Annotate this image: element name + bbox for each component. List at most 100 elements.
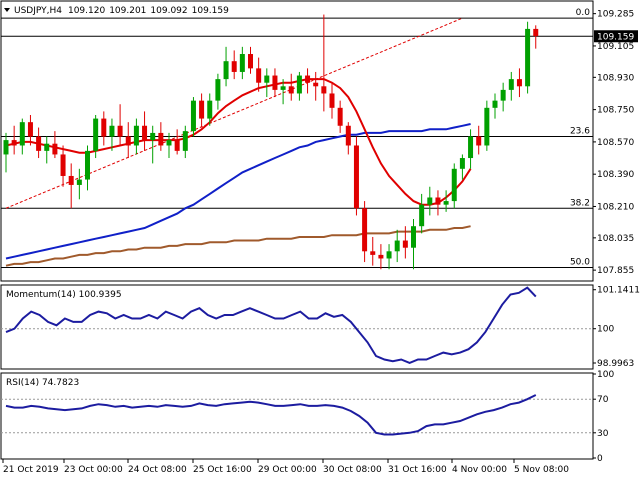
- bull-candle: [419, 193, 425, 234]
- bear-candle: [345, 122, 351, 155]
- candle-body: [11, 140, 17, 146]
- fibonacci-levels: 0.0 23.6 38.2 50.0: [1, 8, 593, 268]
- bear-candle: [329, 82, 335, 119]
- fib-level-label: 50.0: [570, 257, 590, 267]
- candle-body: [248, 54, 253, 69]
- candle-body: [117, 125, 123, 137]
- bull-candle: [239, 46, 245, 80]
- momentum-panel-frame: [0, 284, 594, 370]
- candle-body: [158, 132, 164, 146]
- bear-candle: [321, 14, 327, 112]
- rsi-panel: 100 70 30 0 RSI(14) 74.7823: [0, 370, 614, 464]
- candle-body: [378, 254, 384, 259]
- rsi-tick-label: 0: [597, 454, 603, 464]
- price-tick-label: 109.105: [597, 42, 634, 52]
- rsi-tick-label: 100: [597, 370, 614, 380]
- candle-body: [337, 107, 343, 126]
- price-tick-label: 108.930: [597, 73, 634, 83]
- fib-level-label: 0.0: [576, 8, 591, 18]
- rsi-axis: 100 70 30 0: [593, 370, 614, 464]
- rsi-tick-label: 70: [597, 395, 609, 405]
- bear-candle: [248, 46, 253, 74]
- rsi-line: [5, 394, 537, 436]
- bear-candle: [52, 131, 58, 159]
- candle-body: [411, 226, 416, 248]
- bull-candle: [468, 129, 474, 169]
- candle-body: [476, 136, 482, 146]
- bull-candle: [525, 21, 531, 94]
- candle-body: [60, 154, 66, 176]
- candle-body: [516, 79, 522, 87]
- momentum-series: [5, 286, 537, 364]
- fib-trendline: [5, 17, 463, 209]
- bear-candle: [125, 122, 131, 159]
- candle-body: [19, 122, 25, 146]
- candle-body: [190, 100, 196, 132]
- price-tick-label: 108.210: [597, 202, 634, 212]
- bear-candle: [199, 93, 205, 128]
- price-tick-label: 108.035: [597, 234, 634, 244]
- bull-candle: [411, 219, 416, 270]
- bull-candle: [44, 136, 50, 164]
- trendline: [5, 17, 463, 209]
- momentum-line: [5, 286, 537, 364]
- candle-body: [174, 140, 180, 151]
- candle-body: [272, 75, 278, 90]
- time-tick-label: 30 Oct 08:00: [323, 465, 382, 475]
- price-tick-label: 108.750: [597, 106, 634, 116]
- bear-candle: [516, 68, 522, 98]
- candle-body: [264, 75, 270, 83]
- time-tick-label: 4 Nov 00:00: [452, 465, 507, 475]
- current-price-label: 109.159: [597, 32, 634, 42]
- bull-candle: [386, 244, 392, 270]
- time-tick-label: 31 Oct 16:00: [388, 465, 447, 475]
- collapse-arrow-icon[interactable]: [4, 8, 10, 12]
- bull-candle: [492, 93, 498, 119]
- momentum-axis: 101.1411 100 98.9963: [593, 286, 640, 369]
- candle-body: [435, 197, 441, 205]
- momentum-tick-label: 101.1411: [597, 286, 640, 296]
- fib-level-label: 23.6: [570, 127, 590, 137]
- bear-candle: [174, 129, 180, 155]
- candle-body: [508, 79, 514, 90]
- candle-body: [451, 168, 457, 202]
- bull-candle: [3, 132, 9, 173]
- candle-body: [443, 201, 449, 205]
- bull-candle: [76, 168, 82, 200]
- fib-level-label: 38.2: [570, 198, 590, 208]
- bear-candle: [435, 190, 441, 216]
- price-header: USDJPY,H4 109.120 109.201 109.092 109.159: [4, 6, 229, 16]
- moving-averages: [5, 78, 472, 267]
- candle-body: [313, 82, 319, 87]
- rsi-tick-label: 30: [597, 429, 609, 439]
- time-tick-label: 24 Oct 08:00: [128, 465, 187, 475]
- bull-candle: [500, 82, 506, 112]
- time-tick-label: 5 Nov 08:00: [514, 465, 569, 475]
- time-tick-label: 23 Oct 00:00: [64, 465, 123, 475]
- candle-body: [150, 132, 156, 141]
- candle-body: [101, 118, 107, 137]
- bear-candle: [158, 122, 164, 151]
- momentum-panel: 101.1411 100 98.9963 Momentum(14) 100.9395: [0, 284, 640, 370]
- candle-body: [321, 86, 327, 94]
- bear-candle: [533, 25, 539, 49]
- bear-candle: [231, 50, 237, 80]
- bear-candle: [142, 111, 148, 151]
- time-tick-label: 29 Oct 00:00: [258, 465, 317, 475]
- ma-slow-line: [5, 225, 471, 267]
- bull-candle: [280, 79, 286, 105]
- candle-body: [386, 251, 392, 259]
- candle-body: [492, 100, 498, 108]
- bull-candle: [508, 71, 514, 101]
- candle-body: [345, 125, 351, 146]
- bull-candle: [133, 118, 139, 155]
- candle-body: [76, 179, 82, 185]
- symbol-header: USDJPY,H4 109.120 109.201 109.092 109.159: [14, 6, 229, 16]
- bear-candle: [337, 100, 343, 133]
- candle-body: [256, 68, 262, 83]
- candle-body: [468, 136, 474, 159]
- bull-candle: [19, 118, 25, 155]
- bear-candle: [305, 68, 311, 94]
- candle-body: [427, 197, 433, 205]
